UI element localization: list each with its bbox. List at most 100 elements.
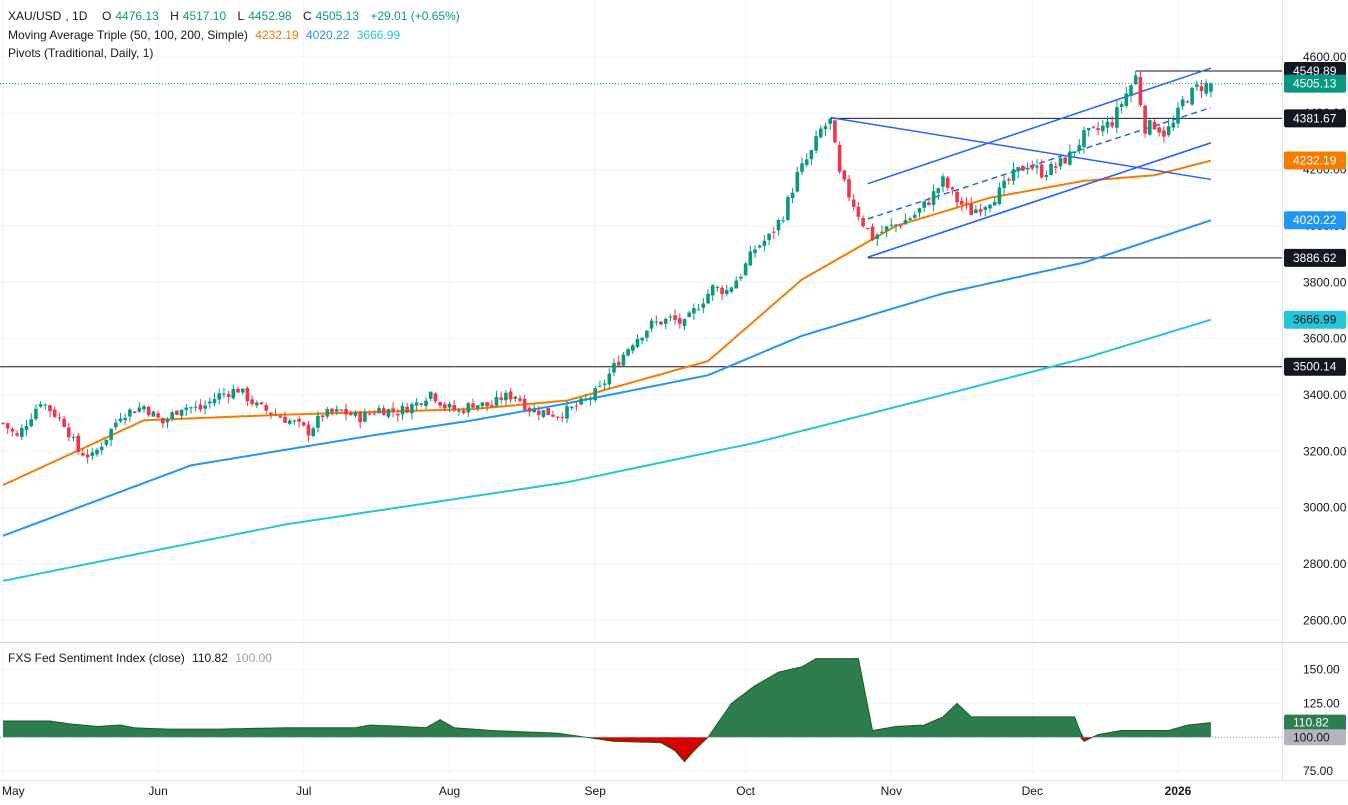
candle-body bbox=[682, 319, 687, 327]
candle-body bbox=[128, 409, 132, 417]
candle-body bbox=[584, 398, 588, 400]
candle-body bbox=[151, 411, 156, 417]
candle-body bbox=[358, 412, 362, 423]
candle-body bbox=[640, 337, 644, 341]
candle-body bbox=[1180, 99, 1185, 107]
candle-body bbox=[579, 398, 583, 405]
open-label: O bbox=[102, 9, 112, 23]
candle-body bbox=[24, 425, 29, 430]
candle-body bbox=[1007, 179, 1011, 181]
candle-body bbox=[851, 199, 856, 207]
candle-body bbox=[1091, 126, 1096, 128]
candle-body bbox=[377, 408, 381, 414]
sentiment-panel bbox=[0, 658, 1282, 763]
candle-body bbox=[297, 418, 301, 422]
candle-body bbox=[917, 208, 922, 213]
candle-body bbox=[1129, 85, 1133, 97]
ohlc-legend: XAU/USD, 1D O 4476.13 H 4517.10 L 4452.98 C… bbox=[8, 9, 464, 23]
ma100-value: 4020.22 bbox=[306, 28, 350, 42]
candle-body bbox=[663, 318, 668, 324]
price-tag: 4505.13 bbox=[1284, 74, 1346, 93]
candle-body bbox=[1068, 151, 1072, 165]
candle-body bbox=[1096, 128, 1100, 130]
candle-body bbox=[1063, 157, 1067, 164]
candle-body bbox=[95, 449, 99, 455]
candle-body bbox=[15, 433, 19, 436]
candle-body bbox=[62, 418, 66, 427]
candle-body bbox=[52, 409, 57, 417]
sentiment-tag-bg bbox=[1284, 729, 1346, 746]
sentiment-tick-label: 125.00 bbox=[1303, 696, 1340, 710]
candle-body bbox=[1204, 82, 1208, 94]
channel-lower-line bbox=[867, 142, 1212, 258]
candle-body bbox=[325, 409, 330, 417]
candle-body bbox=[1195, 84, 1199, 87]
candle-body bbox=[847, 179, 851, 198]
price-tag-label: 4232.19 bbox=[1293, 154, 1337, 168]
time-tick-label: Jul bbox=[296, 784, 311, 798]
candle-body bbox=[518, 398, 522, 401]
candle-body bbox=[997, 187, 1002, 204]
pivot-levels bbox=[0, 70, 1282, 368]
candle-body bbox=[715, 286, 720, 288]
price-tick-label: 3600.00 bbox=[1303, 332, 1347, 346]
candle-body bbox=[405, 406, 409, 413]
candle-body bbox=[988, 204, 992, 209]
time-tick-label: 2026 bbox=[1165, 784, 1192, 798]
candle-body bbox=[964, 202, 969, 204]
candle-body bbox=[1105, 121, 1110, 128]
candle-body bbox=[104, 439, 109, 445]
price-tag-label: 3886.62 bbox=[1293, 251, 1337, 265]
price-tag-bg bbox=[1284, 211, 1346, 230]
ma50-value: 4232.19 bbox=[255, 28, 299, 42]
candle-body bbox=[753, 249, 757, 254]
candle-body bbox=[701, 303, 706, 308]
sentiment-tag-bg bbox=[1284, 714, 1346, 731]
candle-body bbox=[927, 202, 931, 205]
candle-body bbox=[781, 220, 785, 222]
ma-study-label: Moving Average Triple (50, 100, 200, Sim… bbox=[8, 28, 248, 42]
candle-body bbox=[344, 408, 348, 415]
candle-body bbox=[419, 403, 424, 405]
candle-body bbox=[974, 209, 978, 213]
candle-body bbox=[508, 391, 513, 400]
candle-body bbox=[1016, 167, 1020, 172]
candle-body bbox=[302, 422, 306, 426]
candle-body bbox=[772, 231, 776, 233]
candle-body bbox=[273, 414, 278, 416]
candle-body bbox=[123, 418, 127, 421]
time-tick-label: Jun bbox=[148, 784, 167, 798]
candle-body bbox=[471, 403, 475, 408]
sentiment-tick-label: 75.00 bbox=[1303, 764, 1333, 778]
candle-body bbox=[208, 401, 212, 404]
candle-body bbox=[76, 435, 80, 452]
candle-body bbox=[631, 345, 635, 351]
candle-body bbox=[287, 420, 292, 424]
close-label: C bbox=[302, 9, 312, 23]
candle-body bbox=[410, 404, 414, 414]
candle-body bbox=[1049, 163, 1053, 175]
candle-body bbox=[1176, 107, 1180, 124]
candle-body bbox=[311, 428, 315, 437]
candle-body bbox=[367, 413, 372, 415]
candle-body bbox=[1209, 83, 1213, 92]
candle-body bbox=[828, 118, 832, 124]
candle-body bbox=[983, 207, 988, 210]
candle-body bbox=[240, 388, 245, 393]
candle-body bbox=[1030, 166, 1035, 169]
sentiment-tag-label: 110.82 bbox=[1293, 716, 1329, 730]
candle-body bbox=[466, 403, 471, 413]
candle-body bbox=[574, 405, 579, 407]
candle-body bbox=[607, 373, 612, 385]
pivots-legend: Pivots (Traditional, Daily, 1) bbox=[8, 46, 157, 60]
candle-body bbox=[381, 408, 386, 416]
candle-body bbox=[81, 453, 85, 456]
candle-body bbox=[743, 263, 748, 276]
candle-body bbox=[156, 413, 160, 418]
candle-body bbox=[457, 410, 461, 412]
candle-body bbox=[875, 234, 879, 239]
candle-body bbox=[1162, 130, 1166, 137]
sentiment-value: 110.82 bbox=[192, 651, 228, 665]
